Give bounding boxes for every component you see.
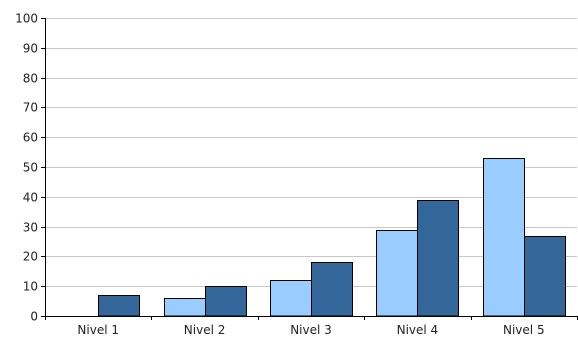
bar xyxy=(524,236,566,317)
y-tick-label: 40 xyxy=(23,191,38,205)
y-tick-label: 10 xyxy=(23,280,38,294)
x-tick-label: Nivel 4 xyxy=(397,323,439,337)
axes xyxy=(41,18,578,320)
y-tick-labels: 0 10 20 30 40 50 60 70 80 90 100 xyxy=(15,12,38,324)
y-tick-label: 90 xyxy=(23,42,38,56)
bar xyxy=(483,158,525,317)
x-tick-labels: Nivel 1 Nivel 2 Nivel 3 Nivel 4 Nivel 5 xyxy=(77,323,544,337)
x-tick-label: Nivel 3 xyxy=(290,323,332,337)
bar xyxy=(205,286,247,317)
bar xyxy=(164,298,206,317)
x-tick-label: Nivel 5 xyxy=(503,323,545,337)
y-tick-label: 80 xyxy=(23,72,38,86)
y-tick-label: 50 xyxy=(23,161,38,175)
x-tick-label: Nivel 2 xyxy=(184,323,226,337)
y-tick-label: 20 xyxy=(23,250,38,264)
y-tick-label: 60 xyxy=(23,131,38,145)
y-tick-label: 100 xyxy=(15,12,38,26)
y-tick-label: 30 xyxy=(23,221,38,235)
bar xyxy=(270,280,312,317)
y-tick-label: 0 xyxy=(30,310,38,324)
y-tick-label: 70 xyxy=(23,101,38,115)
gridlines xyxy=(45,18,577,287)
bar xyxy=(417,200,459,317)
bar xyxy=(376,230,418,317)
bars xyxy=(98,158,566,317)
x-tick-label: Nivel 1 xyxy=(77,323,119,337)
bar xyxy=(311,262,353,317)
bar xyxy=(98,295,140,317)
